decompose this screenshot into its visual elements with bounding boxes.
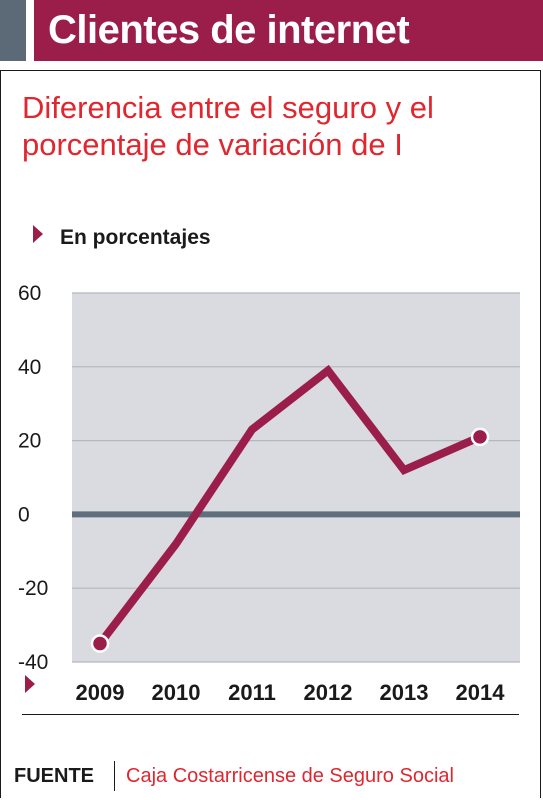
data-point [90,634,110,653]
header-accent-block [0,0,26,61]
y-tick-label: 40 [18,356,41,379]
y-tick-label: 60 [18,282,41,305]
x-tick-label: 2012 [304,680,353,705]
x-tick-label: 2009 [76,680,125,705]
y-tick-label: 0 [18,503,30,526]
chart-subtitle: Diferencia entre el seguro y el porcenta… [22,90,434,162]
y-tick-label: -20 [18,577,48,600]
chart-panel [0,70,541,798]
header-bar [34,0,543,61]
header-title: Clientes de internet [48,8,410,52]
x-tick-label: 2014 [456,680,506,705]
x-tick-label: 2011 [228,680,276,705]
source-label: FUENTE [14,765,94,787]
y-tick-label: 20 [18,430,41,453]
source-text: Caja Costarricense de Seguro Social [126,765,454,787]
triangle-marker-icon [25,675,35,693]
unit-label: En porcentajes [60,226,211,249]
data-point [470,427,490,447]
source-separator [114,761,115,791]
x-tick-label: 2013 [380,680,429,705]
x-tick-label: 2010 [152,680,201,705]
y-tick-label: -40 [18,651,48,674]
data-line [96,364,482,646]
footer-divider [22,714,519,715]
plot-background [72,293,520,662]
triangle-marker-icon [33,225,43,243]
line-chart: 60 40 20 0 -20 -40 2009 2010 2011 2012 2013 2014 [18,282,520,705]
